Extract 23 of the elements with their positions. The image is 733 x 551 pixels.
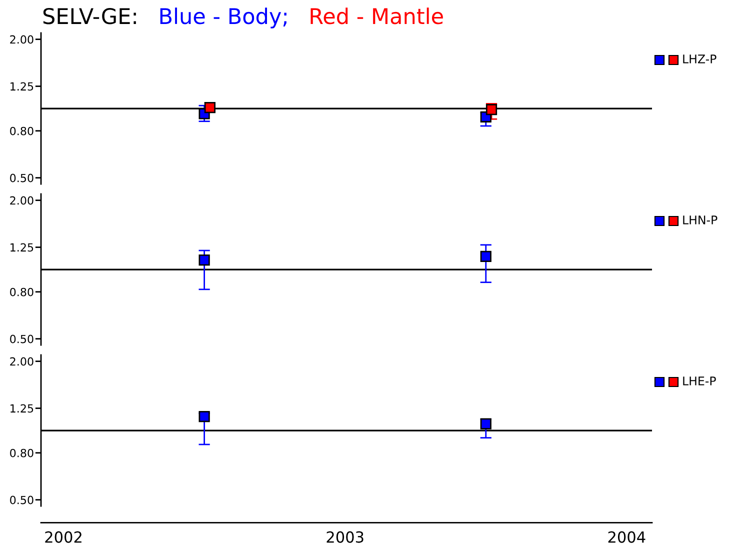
y-tick-label: 0.50 (10, 496, 34, 504)
y-tick-label: 0.80 (10, 288, 34, 296)
y-tick-label: 0.80 (10, 126, 34, 136)
x-tick-label: 2003 (326, 531, 364, 543)
y-tick-label: 2.00 (10, 35, 34, 44)
y-tick-label: 1.25 (10, 404, 34, 413)
x-tick-label: 2002 (45, 531, 82, 543)
y-tick-label: 0.80 (10, 448, 34, 458)
point (486, 104, 498, 116)
x-tick-label: 2004 (608, 531, 646, 543)
y-tick-label: 1.25 (10, 82, 34, 91)
y-tick-label: 0.50 (10, 334, 34, 344)
y-tick-label: 0.50 (10, 174, 34, 182)
chart-title: SELV-GE: (43, 8, 136, 24)
y-tick-label: 2.00 (10, 357, 34, 366)
text: LHE-P (683, 376, 716, 386)
point (204, 102, 216, 114)
text: Blue - Body; (160, 8, 286, 28)
y-tick-label: 1.25 (10, 243, 34, 252)
text: LHN-P (683, 216, 718, 224)
text: LHZ-P (683, 54, 716, 64)
y-tick-label: 2.00 (10, 196, 34, 205)
text: Red - Mantle (310, 8, 443, 24)
